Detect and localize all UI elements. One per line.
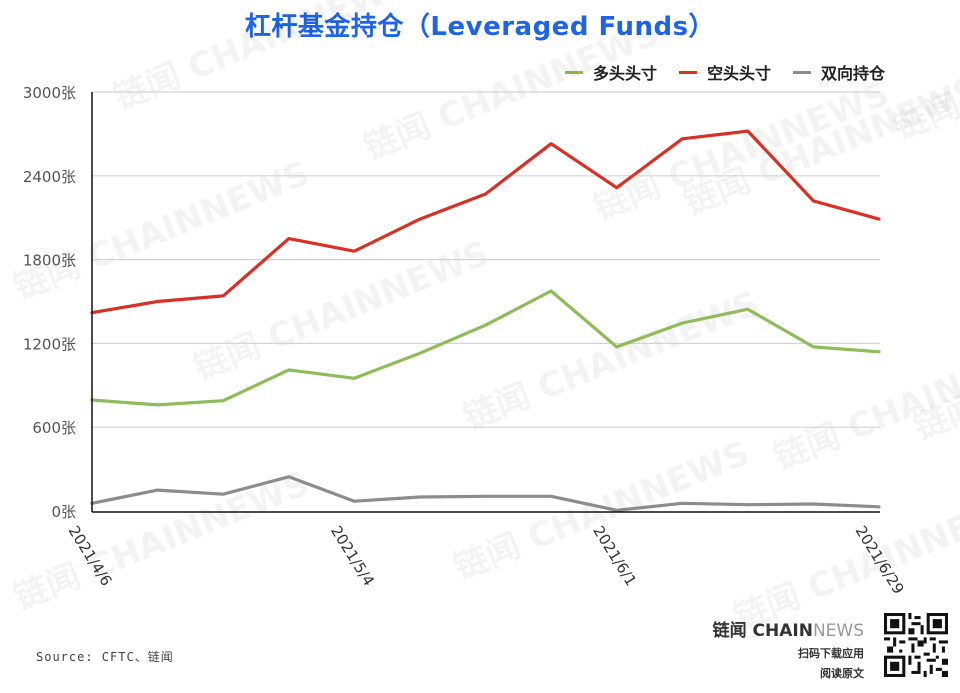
chart-title: 杠杆基金持仓（Leveraged Funds） xyxy=(244,12,716,42)
brand-logo-text: 链闻 CHAINNEWS xyxy=(713,616,864,641)
watermark-text: 链闻 CHAINNEWS xyxy=(448,434,754,589)
legend-swatch-spread xyxy=(793,70,812,74)
legend-swatch-short xyxy=(679,70,698,74)
brand-block: 链闻 CHAINNEWS 扫码下载应用 阅读原文 xyxy=(713,616,864,681)
source-note: Source: CFTC、链闻 xyxy=(36,650,174,664)
x-tick-label: 2021/6/1 xyxy=(589,523,640,590)
watermark-text: 链闻 CHAINNEWS xyxy=(458,284,764,439)
brand-chain: CHAIN xyxy=(752,621,813,641)
brand-cn: 链闻 xyxy=(712,621,753,641)
watermark-text: 链闻 CHAINNEWS xyxy=(768,324,960,479)
y-tick-label: 0张 xyxy=(51,503,76,521)
watermark-text: 链闻 CHAINNEWS xyxy=(8,464,314,619)
qr-code-icon[interactable] xyxy=(884,613,948,677)
watermark-text: 链闻 CHAINNEWS xyxy=(358,14,664,169)
series-lines xyxy=(90,129,881,512)
watermark-text: 链闻 CHAINNEWS xyxy=(188,234,494,389)
legend-label-long: 多头头寸 xyxy=(593,64,658,83)
brand-read-text: 阅读原文 xyxy=(820,667,864,680)
legend-item-long: 多头头寸 xyxy=(565,60,657,84)
y-tick-label: 3000张 xyxy=(23,84,76,102)
y-tick-label: 1200张 xyxy=(23,335,76,353)
legend-item-spread: 双向持仓 xyxy=(793,60,885,84)
legend-label-short: 空头头寸 xyxy=(707,64,772,83)
y-tick-label: 600张 xyxy=(32,419,76,437)
y-tick-label: 2400张 xyxy=(23,168,76,186)
series-line-0 xyxy=(90,289,881,407)
y-axis-ticks: 0张 600张 1200张 1800张 2400张 3000张 xyxy=(23,84,76,521)
legend-item-short: 空头头寸 xyxy=(679,60,771,84)
chart-legend: 多头头寸 空头头寸 双向持仓 xyxy=(565,60,885,84)
series-line-2 xyxy=(90,475,881,512)
y-tick-label: 1800张 xyxy=(23,252,76,270)
series-line-1 xyxy=(90,129,881,315)
watermark-text: 链闻 CHAINNEWS xyxy=(888,0,960,148)
brand-download-text: 扫码下载应用 xyxy=(798,647,864,660)
watermark-text: 链闻 CHAINNEWS xyxy=(108,0,414,118)
watermark-layer: 链闻 CHAINNEWS链闻 CHAINNEWS链闻 CHAINNEWS链闻 C… xyxy=(8,0,960,638)
grid-lines xyxy=(92,91,880,428)
legend-swatch-long xyxy=(565,70,583,74)
brand-news: NEWS xyxy=(812,621,864,641)
x-tick-label: 2021/5/4 xyxy=(327,523,378,590)
legend-label-spread: 双向持仓 xyxy=(821,64,886,83)
